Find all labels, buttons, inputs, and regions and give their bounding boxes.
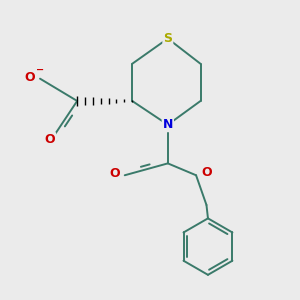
Text: N: N (163, 118, 173, 131)
Text: O: O (201, 166, 212, 179)
Text: −: − (36, 65, 44, 75)
Text: O: O (109, 167, 120, 180)
Text: O: O (24, 71, 35, 84)
Text: O: O (44, 133, 55, 146)
Text: S: S (163, 32, 172, 45)
